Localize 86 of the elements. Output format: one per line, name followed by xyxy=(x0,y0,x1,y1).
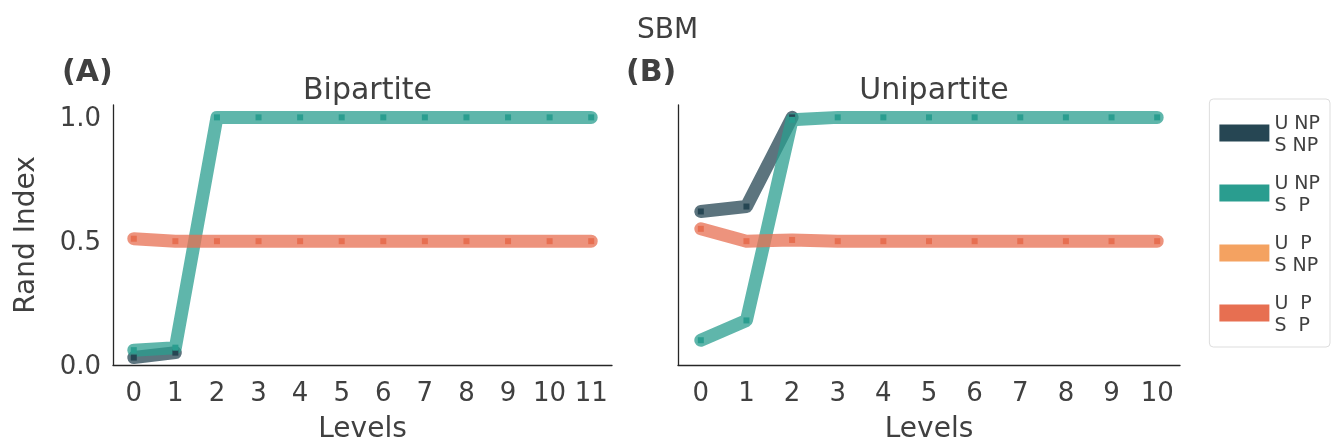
point xyxy=(926,238,932,245)
x-tick-label: 8 xyxy=(1057,377,1075,407)
point xyxy=(1108,114,1115,121)
text: (A) xyxy=(62,52,113,88)
point xyxy=(421,238,428,245)
point xyxy=(834,238,841,245)
y-axis-title: Rand Index xyxy=(7,156,41,314)
point xyxy=(743,238,750,245)
point xyxy=(338,238,345,245)
point xyxy=(130,354,137,361)
x-tick-label: 9 xyxy=(499,377,517,407)
point xyxy=(463,238,470,245)
point xyxy=(1154,238,1161,245)
point xyxy=(505,114,512,121)
point xyxy=(1062,114,1069,121)
x-tick-label: 4 xyxy=(291,377,309,407)
x-tick-label: 5 xyxy=(920,377,938,407)
x-tick-label: 3 xyxy=(250,377,267,407)
point xyxy=(743,317,750,324)
x-tick-label: 10 xyxy=(1140,377,1174,407)
point xyxy=(880,114,887,121)
point xyxy=(421,114,428,121)
point xyxy=(380,114,387,121)
point xyxy=(172,238,179,245)
point xyxy=(505,238,512,245)
point xyxy=(255,114,262,121)
point xyxy=(380,238,387,245)
x-tick-label: 7 xyxy=(1012,377,1029,407)
text: (B) xyxy=(626,52,677,88)
point xyxy=(130,235,137,242)
point xyxy=(834,114,841,121)
x-axis-title: Levels xyxy=(318,410,407,444)
x-tick-label: 6 xyxy=(375,377,392,407)
x-tick-label: 9 xyxy=(1103,377,1120,407)
point xyxy=(297,238,304,245)
x-tick-label: 7 xyxy=(416,377,434,407)
legend-label: U NP S P xyxy=(1274,171,1321,215)
x-tick-label: 0 xyxy=(692,377,710,407)
point xyxy=(546,114,553,121)
point xyxy=(926,114,932,121)
point xyxy=(130,347,137,354)
point xyxy=(697,208,704,215)
x-tick-label: 11 xyxy=(574,377,608,407)
point xyxy=(1154,114,1161,121)
x-axis-title: Levels xyxy=(884,410,974,444)
x-tick-label: 6 xyxy=(966,377,983,407)
x-tick-label: 10 xyxy=(533,377,567,407)
text: SBM xyxy=(635,12,700,45)
x-tick-label: 5 xyxy=(333,377,350,407)
point xyxy=(1017,238,1024,245)
point xyxy=(213,238,220,245)
point xyxy=(588,114,595,121)
point xyxy=(546,238,553,245)
point xyxy=(971,114,978,121)
x-tick-label: 2 xyxy=(208,377,226,407)
point xyxy=(697,337,704,344)
y-tick-label: 0.5 xyxy=(59,226,101,257)
point xyxy=(1062,238,1069,245)
x-tick-label: 0 xyxy=(125,377,143,407)
legend-label: U NP S NP xyxy=(1274,111,1321,155)
x-tick-label: 1 xyxy=(167,377,184,407)
legend-label: U P S NP xyxy=(1274,231,1319,275)
point xyxy=(1108,238,1115,245)
legend-label: U P S P xyxy=(1274,291,1312,335)
point xyxy=(213,114,220,121)
x-tick-label: 3 xyxy=(829,377,846,407)
y-tick-label: 1.0 xyxy=(59,102,101,133)
x-tick-label: 4 xyxy=(875,377,892,407)
point xyxy=(297,114,304,121)
x-tick-label: 8 xyxy=(458,377,475,407)
point xyxy=(588,238,595,245)
point xyxy=(971,238,978,245)
x-tick-label: 2 xyxy=(783,377,801,407)
point xyxy=(697,225,704,232)
chart-title: Unipartite xyxy=(859,70,1009,106)
point xyxy=(338,114,345,121)
chart-title: Bipartite xyxy=(303,70,432,106)
point xyxy=(880,238,887,245)
point xyxy=(1017,114,1024,121)
y-tick-label: 0.0 xyxy=(59,350,101,380)
point xyxy=(463,114,470,121)
point xyxy=(743,203,750,210)
x-tick-label: 1 xyxy=(738,377,755,407)
point xyxy=(789,236,796,243)
point xyxy=(172,344,179,351)
point xyxy=(255,238,262,245)
